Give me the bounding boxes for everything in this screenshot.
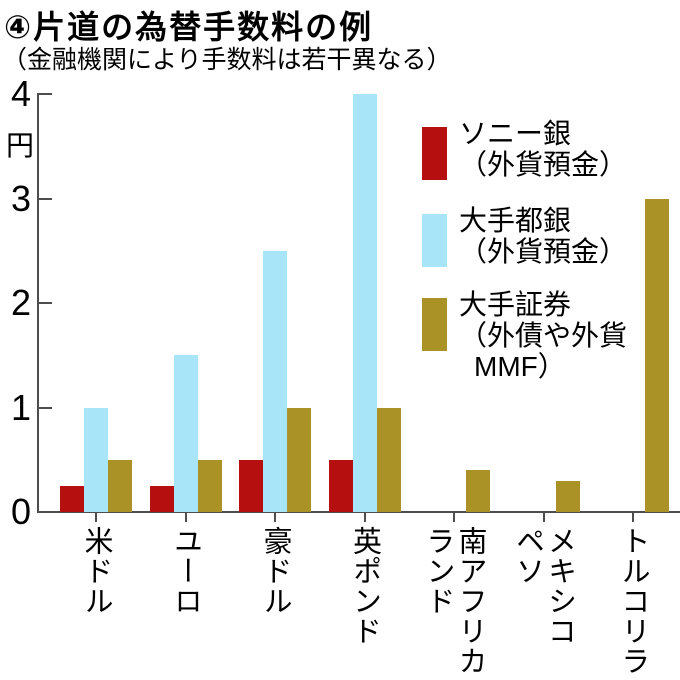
- bar-s0-c0: [60, 485, 84, 512]
- legend-label-line: MMF）: [474, 351, 566, 382]
- legend-label: 大手証券 （外債や外貨 MMF）: [459, 289, 627, 382]
- bar-s2-c0: [108, 459, 132, 512]
- x-tick-label: ユーロ: [169, 526, 202, 616]
- y-tick-label: 0: [10, 491, 31, 532]
- bar-s1-c0: [84, 407, 108, 512]
- bar-s2-c2: [287, 407, 311, 512]
- legend-label: ソニー銀 （外貨預金）: [459, 118, 627, 180]
- y-tick-label: 2: [10, 282, 31, 323]
- bar-s1-c3: [352, 94, 377, 512]
- y-tick-mark: [39, 302, 52, 304]
- legend-item-securities: 大手証券 （外債や外貨 MMF）: [422, 289, 627, 382]
- legend-label-line: 大手都銀: [459, 205, 572, 236]
- legend-swatch: [422, 214, 447, 267]
- bar-s2-c3: [376, 407, 401, 512]
- legend-item-city-banks: 大手都銀 （外貨預金）: [422, 205, 627, 267]
- x-tick-label: 米ドル: [80, 526, 112, 616]
- legend-label-line: （外債や外貨: [459, 320, 628, 351]
- chart-subtitle: （金融機関により手数料は若干異なる）: [2, 46, 452, 74]
- legend-label: 大手都銀 （外貨預金）: [459, 205, 627, 267]
- legend-label-line: （外貨預金）: [459, 236, 628, 267]
- bar-s2-c4: [466, 470, 490, 512]
- y-tick-mark: [39, 93, 52, 95]
- x-axis-line: [37, 511, 680, 513]
- x-tick-label: 南アフリカ ランド: [422, 526, 486, 676]
- x-tick-mark: [453, 513, 455, 522]
- x-tick-mark: [542, 513, 545, 522]
- legend-item-sony-bank: ソニー銀 （外貨預金）: [422, 118, 627, 180]
- y-axis-line: [37, 93, 39, 513]
- chart-title: ④片道の為替手数料の例: [4, 9, 374, 45]
- bar-s2-c1: [197, 459, 222, 512]
- x-tick-label: メキシコ ペソ: [511, 526, 576, 646]
- bar-s2-c6: [645, 198, 669, 512]
- legend-swatch: [422, 127, 447, 180]
- x-tick-mark: [95, 513, 97, 522]
- y-tick-label: 1: [10, 386, 31, 428]
- x-tick-label: トルコリラ: [617, 526, 649, 676]
- bar-s1-c1: [173, 355, 198, 512]
- legend-swatch: [422, 298, 447, 351]
- y-tick-mark: [39, 197, 52, 200]
- x-tick-label: 豪ドル: [259, 526, 291, 616]
- y-tick-label: 3: [10, 177, 31, 219]
- x-tick-label: 英ポンド: [348, 526, 381, 646]
- bar-s0-c2: [239, 459, 263, 512]
- bar-s2-c5: [555, 480, 580, 512]
- bar-s0-c1: [149, 485, 174, 512]
- x-tick-mark: [632, 513, 634, 522]
- x-tick-mark: [363, 513, 366, 522]
- x-tick-mark: [184, 513, 187, 522]
- legend-label-line: 大手証券: [459, 289, 572, 320]
- legend-label-line: （外貨預金）: [459, 149, 628, 180]
- bar-s0-c3: [328, 459, 353, 512]
- x-tick-mark: [274, 513, 276, 522]
- bar-s1-c2: [263, 250, 287, 512]
- legend-label-line: ソニー銀: [459, 118, 572, 149]
- y-tick-mark: [39, 406, 52, 409]
- y-axis-unit-label: 円: [6, 130, 35, 161]
- y-tick-label: 4: [10, 73, 31, 114]
